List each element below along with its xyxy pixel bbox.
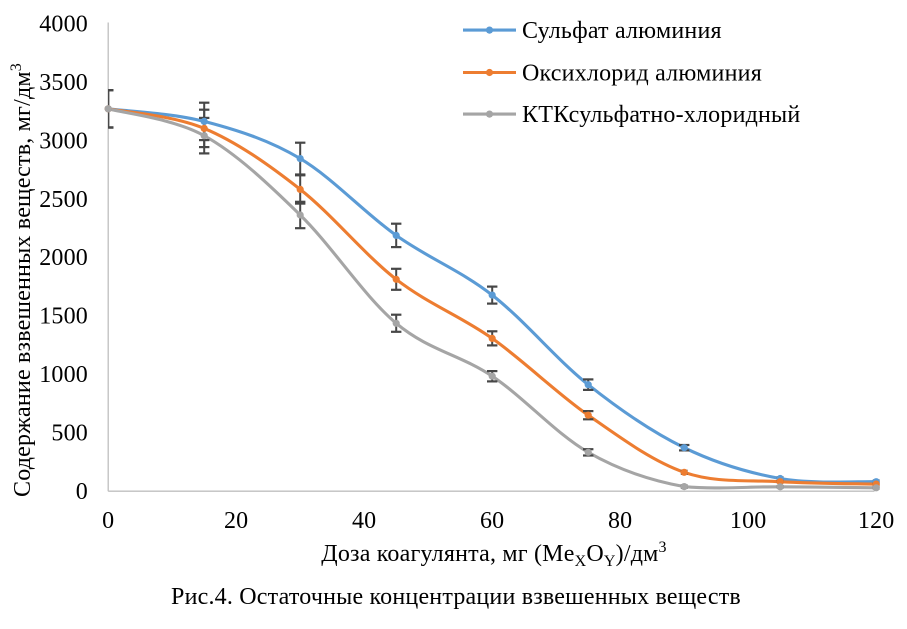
svg-text:КТКсульфатно-хлоридный: КТКсульфатно-хлоридный [522, 102, 800, 128]
svg-text:120: 120 [858, 508, 895, 534]
svg-text:40: 40 [352, 508, 376, 534]
svg-text:2500: 2500 [39, 187, 88, 213]
svg-text:4000: 4000 [39, 11, 88, 37]
svg-text:3000: 3000 [39, 128, 88, 154]
svg-text:1500: 1500 [39, 304, 88, 330]
svg-text:500: 500 [51, 421, 88, 447]
svg-text:Содержание взвешенных веществ,: Содержание взвешенных веществ, мг/дм3 [8, 63, 36, 497]
svg-text:Оксихлорид алюминия: Оксихлорид алюминия [522, 60, 762, 86]
svg-text:80: 80 [608, 508, 632, 534]
svg-text:100: 100 [730, 508, 767, 534]
svg-text:20: 20 [224, 508, 248, 534]
svg-text:Доза коагулянта, мг (MeXOY)/дм: Доза коагулянта, мг (MeXOY)/дм3 [321, 539, 666, 570]
svg-text:60: 60 [480, 508, 504, 534]
svg-text:1000: 1000 [39, 362, 88, 388]
svg-text:Сульфат алюминия: Сульфат алюминия [522, 18, 722, 44]
svg-text:0: 0 [102, 508, 114, 534]
svg-text:3500: 3500 [39, 70, 88, 96]
svg-text:0: 0 [76, 479, 88, 505]
svg-text:2000: 2000 [39, 245, 88, 271]
svg-text:Рис.4. Остаточные концентрации: Рис.4. Остаточные концентрации взвешенны… [171, 584, 741, 610]
